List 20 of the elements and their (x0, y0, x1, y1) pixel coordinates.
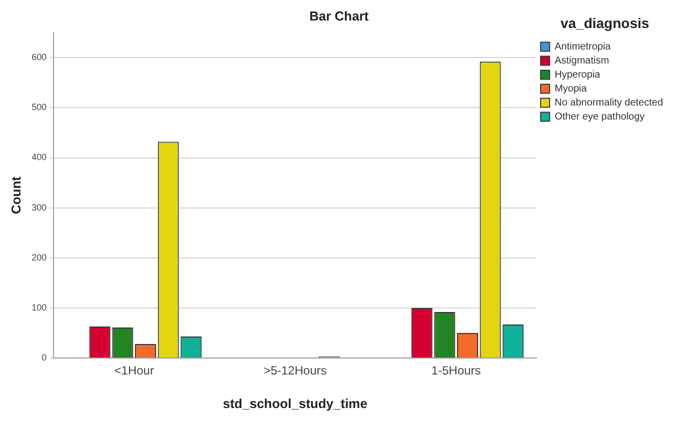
y-axis-title: Count (8, 176, 24, 214)
x-axis-title: std_school_study_time (222, 396, 368, 411)
legend-label: Myopia (554, 84, 588, 95)
y-tick-label: 100 (32, 302, 47, 312)
legend-label: Other eye pathology (554, 112, 645, 123)
y-tick-label: 400 (32, 152, 47, 162)
y-tick-label: 200 (32, 252, 47, 262)
x-tick-label: 1-5Hours (431, 364, 481, 378)
y-tick-label: 300 (32, 202, 47, 212)
chart-title: Bar Chart (309, 8, 370, 24)
legend-label: Antimetropia (554, 42, 612, 53)
y-tick-label: 600 (32, 52, 47, 62)
x-tick-label: <1Hour (114, 364, 154, 378)
y-tick-label: 0 (42, 352, 47, 362)
legend-label: Astigmatism (554, 56, 610, 67)
x-tick-label: >5-12Hours (264, 364, 327, 378)
legend-title: va_diagnosis (560, 14, 650, 31)
legend-label: No abnormality detected (554, 98, 664, 109)
legend-label: Hyperopia (554, 70, 601, 81)
y-tick-label: 500 (32, 102, 47, 112)
